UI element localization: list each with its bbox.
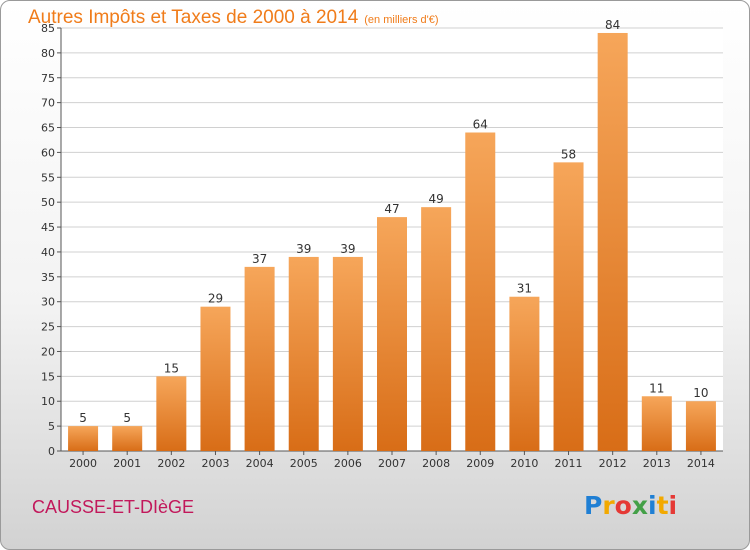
x-tick-label: 2000 [69, 457, 97, 470]
x-tick-label: 2013 [643, 457, 671, 470]
y-tick-label: 30 [41, 296, 55, 309]
bar-value-label: 10 [693, 386, 708, 400]
bar-value-label: 84 [605, 18, 620, 32]
x-tick-label: 2009 [466, 457, 494, 470]
bar [112, 426, 143, 451]
chart-subtitle: (en milliers d'€) [364, 14, 439, 26]
y-tick-label: 35 [41, 271, 55, 284]
bar-value-label: 47 [384, 202, 399, 216]
x-tick-label: 2007 [378, 457, 406, 470]
y-tick-label: 5 [48, 420, 55, 433]
x-tick-label: 2008 [422, 457, 450, 470]
chart-title: Autres Impôts et Taxes de 2000 à 2014 (en… [28, 7, 439, 29]
y-tick-label: 20 [41, 345, 55, 358]
x-tick-label: 2006 [334, 457, 362, 470]
bar-value-label: 5 [79, 411, 87, 425]
bar [156, 376, 187, 451]
bar-value-label: 15 [164, 361, 179, 375]
x-tick-label: 2001 [113, 457, 141, 470]
y-tick-label: 50 [41, 196, 55, 209]
y-tick-label: 80 [41, 47, 55, 60]
bar-value-label: 64 [473, 118, 488, 132]
bar-value-label: 58 [561, 147, 576, 161]
y-tick-label: 65 [41, 122, 55, 135]
x-tick-label: 2003 [201, 457, 229, 470]
bar [288, 256, 319, 451]
x-tick-label: 2014 [687, 457, 715, 470]
y-tick-label: 45 [41, 221, 55, 234]
y-tick-label: 15 [41, 370, 55, 383]
y-tick-label: 25 [41, 321, 55, 334]
bar [641, 396, 672, 451]
bar-value-label: 29 [208, 292, 223, 306]
x-tick-label: 2004 [246, 457, 274, 470]
bar [244, 266, 275, 451]
commune-name: CAUSSE-ET-DIèGE [32, 497, 195, 517]
bar-value-label: 49 [428, 192, 443, 206]
bar [377, 217, 407, 451]
bar [509, 296, 540, 451]
bar [465, 132, 496, 451]
y-tick-label: 0 [48, 445, 55, 458]
x-tick-label: 2005 [290, 457, 318, 470]
bar [68, 426, 99, 451]
y-tick-label: 70 [41, 97, 55, 110]
x-tick-label: 2002 [157, 457, 185, 470]
bar-value-label: 5 [123, 411, 131, 425]
bar [685, 401, 716, 451]
bar [421, 207, 452, 451]
y-tick-label: 85 [41, 22, 55, 35]
bar [553, 162, 584, 452]
chart-title-text: Autres Impôts et Taxes de 2000 à 2014 [28, 7, 359, 28]
bar-value-label: 11 [649, 381, 664, 395]
y-tick-label: 55 [41, 171, 55, 184]
proxiti-logo: Proxiti [584, 491, 678, 520]
y-tick-label: 40 [41, 246, 55, 259]
bar-value-label: 31 [517, 282, 532, 296]
x-tick-label: 2010 [510, 457, 538, 470]
bar-value-label: 37 [252, 252, 267, 266]
y-tick-label: 60 [41, 146, 55, 159]
y-tick-label: 10 [41, 395, 55, 408]
y-tick-label: 75 [41, 72, 55, 85]
x-tick-label: 2012 [599, 457, 627, 470]
bar [200, 306, 231, 451]
bar [332, 256, 363, 451]
bar-value-label: 39 [296, 242, 311, 256]
x-tick-label: 2011 [555, 457, 583, 470]
bar-value-label: 39 [340, 242, 355, 256]
bar [597, 32, 628, 451]
